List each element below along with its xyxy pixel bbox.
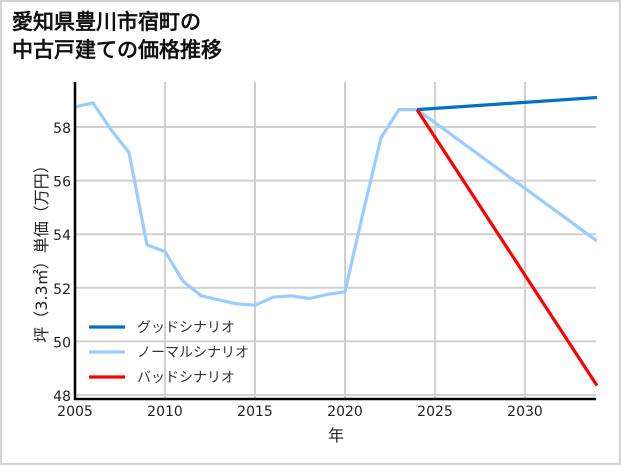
- x-tick-label: 2010: [147, 404, 183, 420]
- series-lines: [74, 95, 599, 387]
- y-tick-label: 48: [53, 389, 71, 405]
- x-tick-label: 2030: [507, 404, 543, 420]
- y-tick-label: 52: [53, 282, 71, 298]
- x-tick-label: 2020: [327, 404, 363, 420]
- title-line-1: 愛知県豊川市宿町の: [12, 10, 201, 34]
- series-line: [416, 95, 598, 112]
- y-tick-label: 50: [53, 335, 71, 351]
- legend-label: バッドシナリオ: [137, 370, 235, 386]
- x-tick-label: 2005: [57, 404, 93, 420]
- series-line: [74, 101, 598, 307]
- legend-label: ノーマルシナリオ: [137, 345, 249, 361]
- y-tick-label: 58: [53, 121, 71, 137]
- y-tick-label: 54: [53, 228, 71, 244]
- title-line-2: 中古戸建ての価格推移: [12, 38, 222, 62]
- y-axis-label: 坪（3.3㎡）単価（万円）: [32, 157, 51, 342]
- legend-label: グッドシナリオ: [137, 320, 235, 336]
- x-axis-label: 年: [328, 426, 344, 445]
- y-tick-label: 56: [53, 175, 71, 191]
- tick-labels: 48 50 52 54 56 58 2005 2010 2015 2020 2025 2030: [53, 121, 543, 420]
- x-tick-label: 2015: [237, 404, 273, 420]
- chart-title: 愛知県豊川市宿町の 中古戸建ての価格推移: [12, 8, 222, 64]
- x-tick-label: 2025: [417, 404, 453, 420]
- series-line: [415, 108, 599, 387]
- axes: [73, 82, 596, 401]
